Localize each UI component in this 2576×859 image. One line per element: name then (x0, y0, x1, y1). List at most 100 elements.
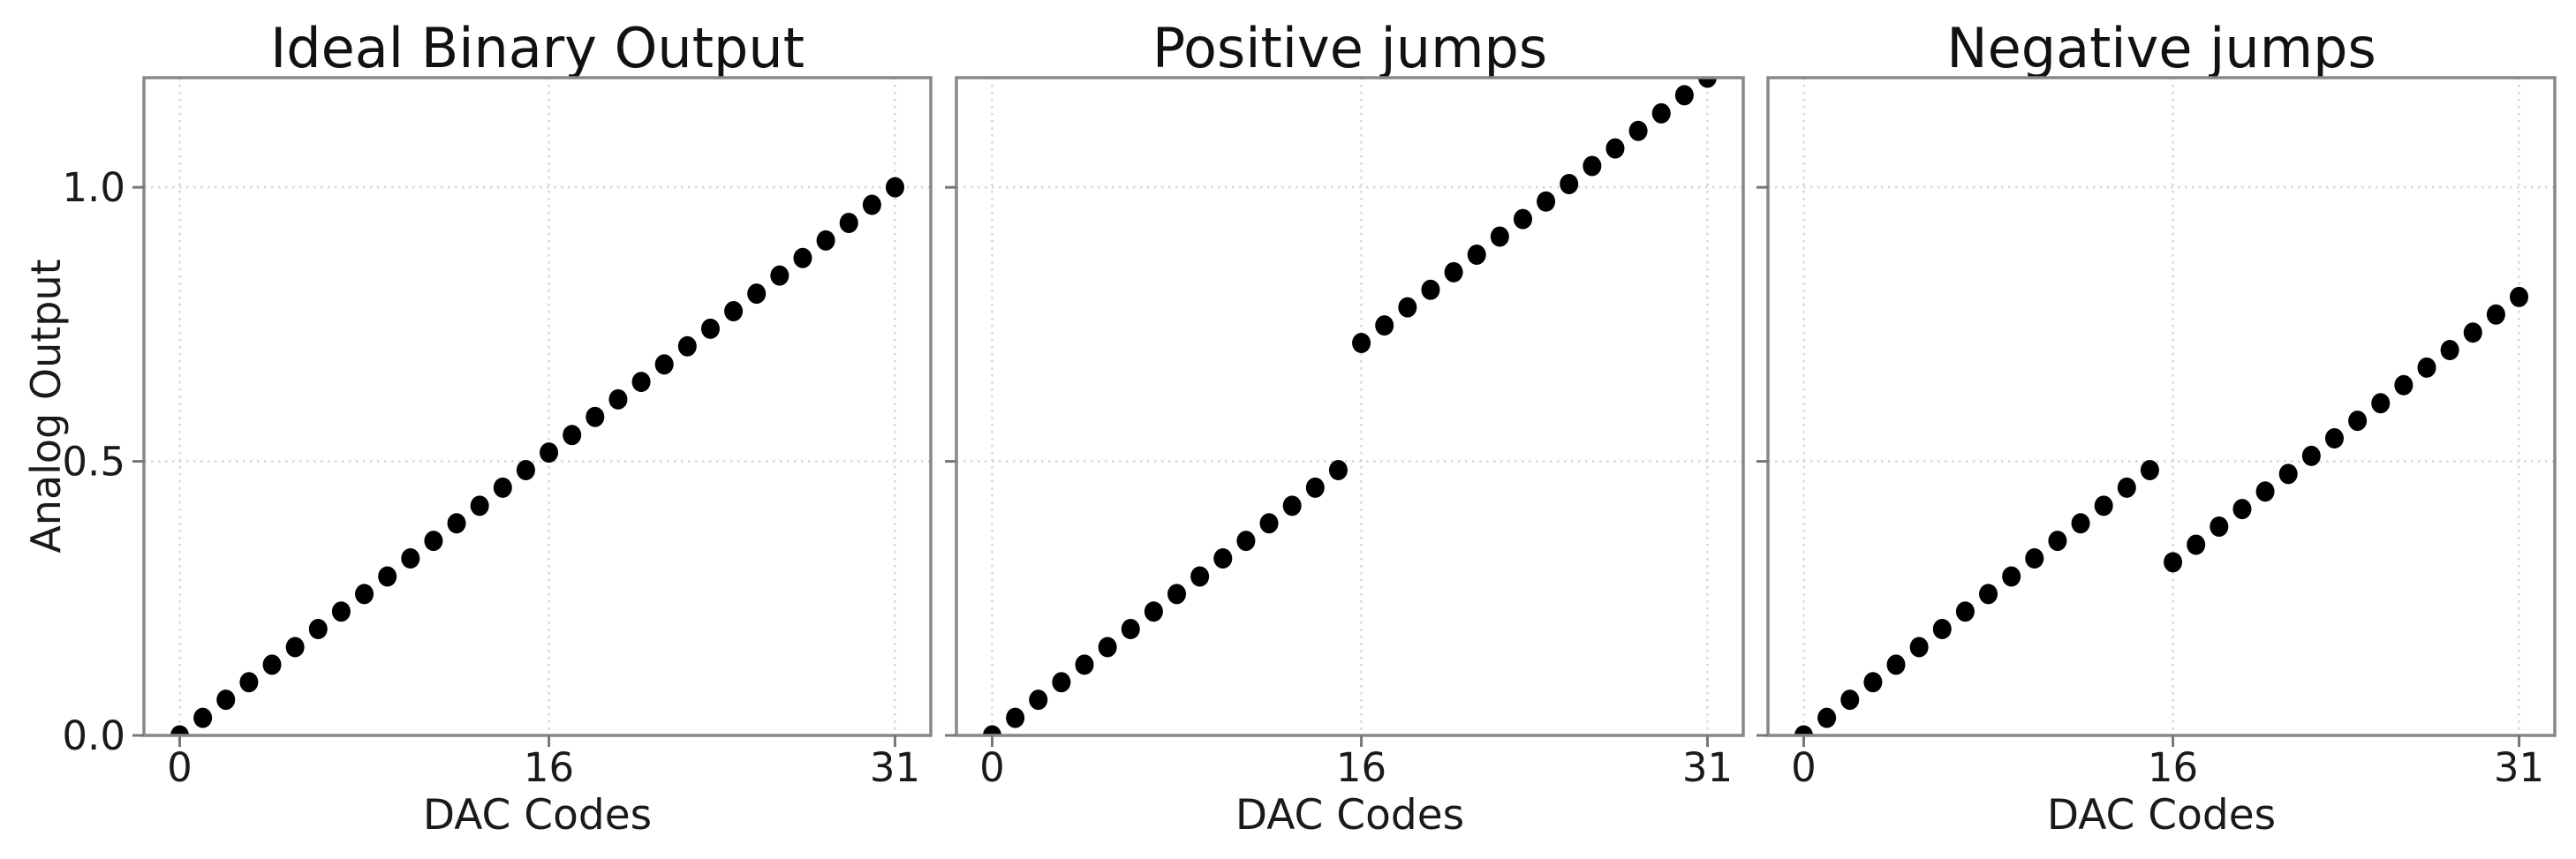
data-point (470, 495, 489, 516)
data-point (1236, 531, 1256, 552)
data-point (1305, 477, 1325, 498)
data-point (355, 584, 374, 605)
panel-negative-jumps: Negative jumps 0 16 31 DAC Codes (1756, 0, 2557, 859)
data-point (2164, 552, 2183, 573)
data-point (770, 265, 789, 286)
data-point (1213, 547, 1233, 569)
data-point (1444, 261, 1463, 283)
data-point (2371, 393, 2391, 414)
data-point (262, 654, 282, 675)
data-point (1029, 689, 1048, 711)
data-point (1467, 245, 1486, 266)
data-point (1794, 725, 1813, 735)
y-tick-label: 0.5 (62, 439, 125, 486)
data-point (608, 388, 628, 410)
panel-title: Positive jumps (1152, 16, 1548, 80)
data-point (1560, 173, 1579, 194)
plot-area: 0 16 31 0.0 0.5 1.0 (62, 76, 933, 791)
data-point (1955, 601, 1975, 622)
data-point (1144, 601, 1163, 622)
data-point (2048, 531, 2067, 552)
data-point (2255, 481, 2275, 502)
data-point (2394, 374, 2414, 396)
data-point (2140, 460, 2159, 481)
data-point (1605, 138, 1625, 159)
panel-title: Ideal Binary Output (269, 16, 805, 80)
data-point (378, 566, 397, 587)
x-tick-label: 31 (1682, 744, 1733, 791)
data-point (585, 406, 605, 427)
x-tick-label: 31 (2494, 744, 2544, 791)
data-point (2324, 428, 2344, 449)
data-series (1794, 286, 2528, 735)
data-point (1583, 155, 1602, 177)
data-point (839, 213, 858, 234)
data-point (285, 637, 305, 658)
data-point (2510, 286, 2528, 307)
data-point (1674, 85, 1694, 106)
data-point (2002, 566, 2021, 587)
data-point (1190, 566, 1210, 587)
data-point (2094, 495, 2113, 516)
data-series (983, 78, 1717, 735)
data-point (816, 230, 835, 251)
y-tick-label: 1.0 (62, 164, 125, 211)
data-point (886, 177, 904, 198)
y-tick-label: 0.0 (62, 712, 125, 759)
data-point (1979, 584, 1998, 605)
x-axis-label: DAC Codes (1235, 791, 1465, 840)
data-point (1628, 120, 1648, 141)
data-point (1375, 315, 1394, 336)
data-point (1513, 208, 1532, 230)
x-tick-label: 16 (2148, 744, 2198, 791)
data-point (1537, 191, 1556, 212)
data-point (2025, 547, 2044, 569)
x-tick-label: 0 (1791, 744, 1817, 791)
data-point (1167, 584, 1187, 605)
data-point (447, 513, 466, 534)
data-point (747, 283, 767, 305)
data-point (2486, 304, 2505, 325)
data-point (1886, 654, 1906, 675)
data-point (2210, 516, 2229, 537)
data-point (2117, 477, 2136, 498)
data-point (1840, 689, 1860, 711)
data-point (2440, 340, 2459, 361)
plot-border (955, 76, 1745, 737)
data-point (1259, 513, 1279, 534)
data-point (983, 725, 1001, 735)
data-point (424, 531, 443, 552)
data-point (2463, 322, 2482, 343)
data-point (1909, 637, 1929, 658)
data-point (170, 725, 189, 735)
data-point (2187, 534, 2206, 555)
data-point (654, 354, 674, 375)
x-tick-label: 16 (1336, 744, 1386, 791)
data-point (2417, 357, 2436, 378)
data-series (170, 177, 904, 735)
panel-positive-jumps: Positive jumps 0 16 31 DAC Codes (945, 0, 1745, 859)
data-point (677, 335, 697, 357)
data-point (1698, 78, 1717, 88)
data-point (862, 194, 881, 215)
data-point (2071, 513, 2090, 534)
data-point (1052, 672, 1071, 693)
data-point (308, 619, 328, 640)
data-point (1075, 654, 1094, 675)
plot-border (1766, 76, 2557, 737)
x-axis-label: DAC Codes (422, 791, 653, 840)
data-point (2301, 445, 2321, 466)
data-point (1863, 672, 1883, 693)
y-axis-label: Analog Output (22, 259, 70, 554)
data-point (516, 460, 535, 481)
data-point (1817, 707, 1837, 728)
data-point (493, 477, 512, 498)
plot-area: 0 16 31 (945, 76, 1745, 791)
data-point (1490, 226, 1509, 247)
data-point (700, 318, 720, 339)
x-tick-label: 16 (524, 744, 574, 791)
data-point (401, 547, 420, 569)
data-point (1932, 619, 1952, 640)
data-point (1421, 279, 1440, 300)
